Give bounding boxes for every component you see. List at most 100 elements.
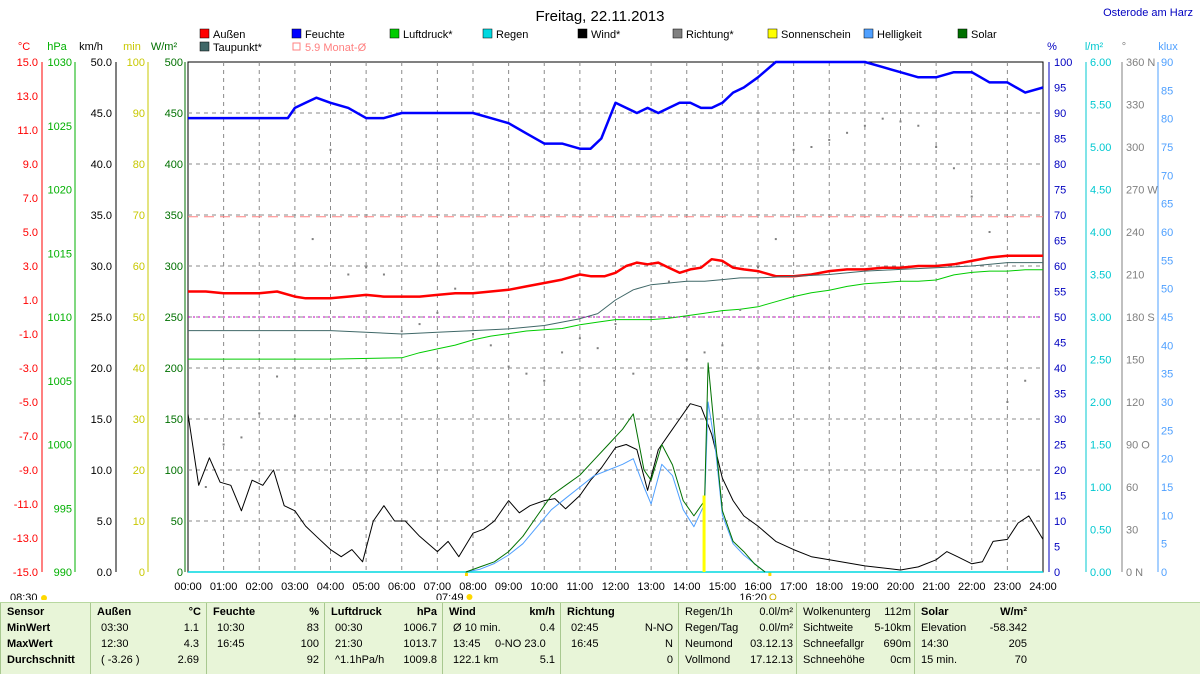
- summary-label: Wolkenunterg: [803, 606, 871, 618]
- lux-axis-tick-label: 60: [1161, 227, 1173, 239]
- series-richtung-point: [578, 337, 581, 340]
- dir-axis-tick-label: 210: [1126, 270, 1144, 282]
- solar-axis-tick-label: 400: [165, 159, 183, 171]
- summary-label: 14:30: [921, 638, 949, 650]
- wind-axis-tick-label: 40.0: [91, 159, 112, 171]
- dir-axis-tick-label: 90 O: [1126, 440, 1150, 452]
- summary-value: 4.3: [183, 638, 199, 650]
- legend-swatch: [291, 28, 302, 39]
- solar-axis-tick-label: 200: [165, 363, 183, 375]
- summary-label: Schneehöhe: [803, 654, 865, 666]
- rain-axis-tick-label: 3.00: [1090, 312, 1111, 324]
- hum-axis-tick-label: 0: [1054, 567, 1060, 579]
- time-tick-label: 19:00: [851, 581, 879, 593]
- series-richtung-point: [952, 167, 955, 170]
- legend-label: Taupunkt*: [213, 42, 263, 54]
- series-richtung-point: [863, 124, 866, 127]
- solar-axis-tick-label: 300: [165, 261, 183, 273]
- summary-value: 70: [1014, 654, 1027, 666]
- series-richtung-point: [561, 351, 564, 354]
- dir-axis-tick-label: 150: [1126, 355, 1144, 367]
- pressure-axis-tick-label: 1000: [48, 440, 72, 452]
- time-tick-label: 17:00: [780, 581, 808, 593]
- series-richtung-point: [382, 273, 385, 276]
- legend-label: Wind*: [591, 29, 621, 41]
- series-richtung-point: [1006, 401, 1009, 403]
- hum-axis-tick-label: 80: [1054, 159, 1066, 171]
- solar-axis-tick-label: 450: [165, 108, 183, 120]
- pressure-axis-tick-label: 995: [54, 503, 72, 515]
- grid: [187, 61, 1044, 573]
- dir-axis-unit-label: °: [1122, 41, 1126, 53]
- legend-swatch: [577, 28, 588, 39]
- sunmin-axis-tick-label: 70: [133, 210, 145, 222]
- summary-header: Außen: [97, 606, 132, 618]
- dir-axis-tick-label: 120: [1126, 397, 1144, 409]
- sunmin-axis-tick-label: 80: [133, 159, 145, 171]
- legend-label: Luftdruck*: [403, 29, 453, 41]
- summary-header: Luftdruck: [331, 606, 382, 618]
- time-tick-label: 10:00: [530, 581, 558, 593]
- series-richtung-point: [472, 333, 474, 335]
- series-luftdruck-line: [188, 269, 1043, 360]
- lux-axis-tick-label: 35: [1161, 369, 1173, 381]
- sunmin-axis-tick-label: 20: [133, 465, 145, 477]
- hum-axis-tick-label: 40: [1054, 363, 1066, 375]
- dir-axis-tick-label: 330: [1126, 100, 1144, 112]
- legend-swatch: [199, 41, 210, 52]
- chart-title: Freitag, 22.11.2013: [536, 8, 665, 25]
- temp-axis-tick-label: 1.0: [23, 295, 38, 307]
- legend-swatch: [199, 28, 210, 39]
- series-richtung-point: [454, 287, 457, 290]
- wind-axis-tick-label: 20.0: [91, 363, 112, 375]
- pressure-axis-tick-label: 1025: [48, 121, 72, 133]
- series-richtung-point: [329, 148, 332, 151]
- summary-label: Neumond: [685, 638, 733, 650]
- lux-axis-tick-label: 20: [1161, 454, 1173, 466]
- hum-axis-tick-label: 75: [1054, 185, 1066, 197]
- hum-axis-tick-label: 30: [1054, 414, 1066, 426]
- time-tick-label: 24:00: [1029, 581, 1057, 593]
- lux-axis-tick-label: 5: [1161, 539, 1167, 551]
- summary-row-label: Durchschnitt: [7, 654, 75, 666]
- series-richtung-point: [650, 316, 653, 318]
- summary-value: N: [665, 638, 673, 650]
- summary-header: Feuchte: [213, 606, 256, 618]
- time-tick-label: 03:00: [281, 581, 309, 593]
- dir-axis-tick-label: 270 W: [1126, 185, 1158, 197]
- temp-axis-tick-label: 15.0: [17, 57, 38, 69]
- summary-label: Vollmond: [685, 654, 731, 666]
- summary-value: 0.4: [539, 622, 555, 634]
- summary-time: 13:45: [453, 638, 481, 650]
- series-richtung-point: [774, 238, 777, 241]
- sunrise-label: 07:49: [436, 592, 464, 600]
- summary-column: Wolkenunterg Sichtweite Schneefallgr Schnee…: [796, 603, 915, 674]
- dir-axis-tick-label: 240: [1126, 227, 1144, 239]
- wind-axis-tick-label: 5.0: [97, 516, 112, 528]
- series-richtung-point: [685, 358, 688, 361]
- summary-unit: %: [309, 606, 319, 618]
- summary-time: 16:45: [217, 638, 245, 650]
- wind-axis-tick-label: 25.0: [91, 312, 112, 324]
- summary-column: Solar W/m² Elevation 14:30 15 min. -58.342 205…: [914, 603, 1033, 674]
- rain-axis-tick-label: 2.50: [1090, 355, 1111, 367]
- temp-axis-tick-label: -11.0: [14, 499, 38, 511]
- summary-time: 02:45: [571, 622, 599, 634]
- series-richtung-point: [917, 124, 920, 127]
- wind-axis-tick-label: 45.0: [91, 108, 112, 120]
- dir-axis-tick-label: 30: [1126, 525, 1138, 537]
- solar-axis-tick-label: 250: [165, 312, 183, 324]
- summary-column: Luftdruck hPa 00:30 21:30 ^1.1hPa/h 1006.7 101…: [324, 603, 443, 674]
- summary-time: 00:30: [335, 622, 363, 634]
- series-richtung-point: [276, 375, 279, 378]
- time-tick-label: 08:00: [459, 581, 487, 593]
- rain-axis-tick-label: 5.00: [1090, 142, 1111, 154]
- series-richtung-point: [757, 266, 759, 269]
- time-tick-label: 01:00: [210, 581, 238, 593]
- summary-value: 0.0l/m²: [759, 622, 793, 634]
- summary-value: 92: [306, 654, 319, 666]
- hum-axis-tick-label: 35: [1054, 389, 1066, 401]
- dir-axis-tick-label: 180 S: [1126, 312, 1155, 324]
- summary-table: Sensor MinWert MaxWert Durchschnitt Außen °C 0…: [0, 602, 1200, 674]
- sunrise-marker: [466, 594, 473, 600]
